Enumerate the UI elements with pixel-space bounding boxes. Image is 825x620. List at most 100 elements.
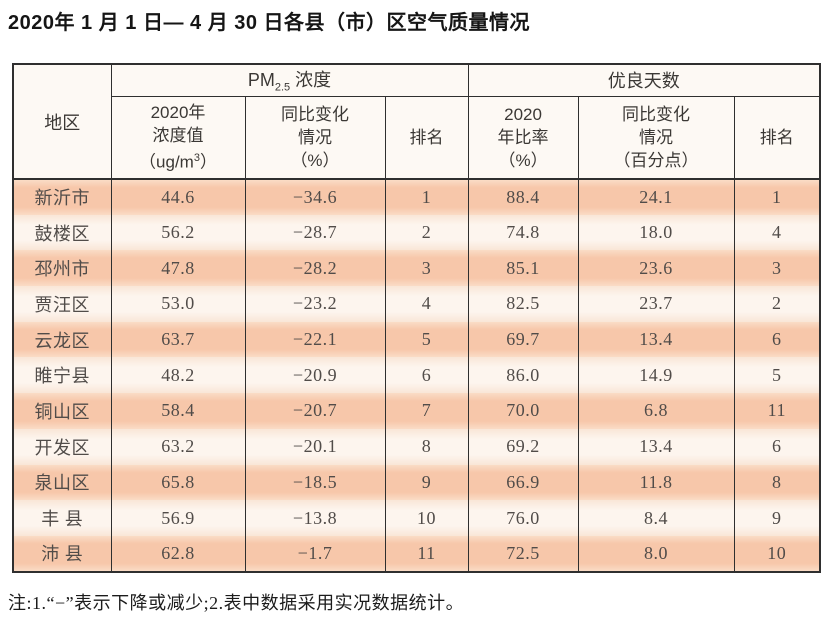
cell-pm_change: −20.7	[244, 393, 386, 429]
cell-pm_value: 62.8	[110, 535, 246, 572]
cell-pm_rank: 4	[384, 286, 469, 322]
cell-region: 开发区	[12, 428, 112, 465]
header-good-change-line1: 同比变化	[622, 104, 691, 124]
cell-pm_rank: 3	[384, 250, 469, 287]
cell-good_ratio: 74.8	[467, 214, 579, 251]
table-row: 贾汪区 53.0 −23.2 4 82.5 23.7 2	[12, 286, 821, 322]
cell-good_rank: 5	[733, 357, 821, 394]
cell-pm_change: −22.1	[244, 321, 386, 358]
cell-pm_value: 56.9	[110, 500, 246, 536]
cell-pm_change: −13.8	[244, 500, 386, 536]
header-group-gooddays: 优良天数	[467, 64, 821, 97]
cell-pm_change: −20.9	[244, 357, 386, 394]
header-pm-change-line1: 同比变化	[281, 104, 349, 124]
cell-region: 铜山区	[12, 393, 112, 429]
cell-region: 鼓楼区	[12, 214, 112, 251]
cell-pm_rank: 2	[384, 214, 469, 251]
cell-good_rank: 6	[733, 428, 821, 465]
cell-pm_rank: 7	[384, 393, 469, 429]
table-row: 开发区 63.2 −20.1 8 69.2 13.4 6	[12, 428, 821, 465]
header-good-rank: 排名	[733, 96, 821, 180]
header-good-change-line3: （百分点）	[613, 150, 699, 170]
header-group-pm25: PM2.5 浓度	[110, 64, 469, 97]
cell-good_change: 23.6	[577, 250, 735, 287]
cell-good_rank: 8	[733, 464, 821, 501]
pm25-prefix: PM	[247, 70, 275, 91]
header-good-change: 同比变化 情况 （百分点）	[577, 96, 735, 180]
cell-good_change: 13.4	[577, 321, 735, 358]
table-row: 睢宁县 48.2 −20.9 6 86.0 14.9 5	[12, 357, 821, 394]
header-pm-value: 2020年 浓度值 （ug/m3）	[110, 96, 246, 180]
cell-pm_value: 44.6	[110, 179, 246, 215]
cell-pm_value: 63.2	[110, 428, 246, 465]
cell-region: 沛 县	[12, 535, 112, 572]
cell-good_change: 11.8	[577, 464, 735, 501]
cell-good_ratio: 66.9	[467, 464, 579, 501]
pm25-subscript: 2.5	[274, 82, 291, 95]
cell-pm_value: 65.8	[110, 464, 246, 501]
cell-good_change: 8.0	[577, 535, 735, 572]
cell-good_ratio: 69.7	[467, 321, 579, 358]
cell-good_ratio: 76.0	[467, 500, 579, 536]
air-quality-table: 地区 PM2.5 浓度 优良天数 2020年 浓度值 （ug/m3） 同比变化 …	[12, 63, 822, 573]
cell-good_rank: 10	[733, 535, 821, 572]
cell-good_ratio: 70.0	[467, 393, 579, 429]
header-pm-value-line3: （ug/m3）	[139, 151, 217, 172]
cell-pm_change: −23.2	[244, 286, 386, 322]
cell-pm_rank: 10	[384, 500, 469, 536]
footnote: 注:1.“−”表示下降或减少;2.表中数据采用实况数据统计。	[8, 592, 465, 613]
cell-good_ratio: 72.5	[467, 535, 579, 572]
cell-pm_value: 48.2	[110, 357, 246, 394]
cell-good_ratio: 85.1	[467, 250, 579, 287]
cell-pm_change: −20.1	[244, 428, 386, 465]
cell-pm_rank: 11	[384, 535, 469, 572]
header-good-change-line2: 情况	[639, 127, 674, 147]
cell-pm_value: 47.8	[110, 250, 246, 287]
cell-pm_value: 56.2	[110, 214, 246, 251]
pm25-suffix: 浓度	[290, 70, 332, 91]
cell-good_rank: 9	[733, 500, 821, 536]
header-region: 地区	[12, 64, 112, 180]
cell-good_ratio: 88.4	[467, 179, 579, 215]
table-row: 云龙区 63.7 −22.1 5 69.7 13.4 6	[12, 321, 821, 358]
cell-pm_rank: 1	[384, 179, 469, 215]
cell-pm_rank: 5	[384, 321, 469, 358]
header-good-ratio-line1: 2020	[504, 104, 542, 124]
header-good-ratio: 2020 年比率 （%）	[467, 96, 579, 180]
cell-good_change: 6.8	[577, 393, 735, 429]
cell-good_change: 14.9	[577, 357, 735, 394]
cell-region: 泉山区	[12, 464, 112, 501]
cell-good_ratio: 69.2	[467, 428, 579, 465]
cell-region: 新沂市	[12, 179, 112, 215]
cell-good_rank: 2	[733, 286, 821, 322]
cell-pm_change: −18.5	[244, 464, 386, 501]
cell-pm_value: 53.0	[110, 286, 246, 322]
table-row: 泉山区 65.8 −18.5 9 66.9 11.8 8	[12, 464, 821, 501]
table-row: 沛 县 62.8 −1.7 11 72.5 8.0 10	[12, 535, 821, 572]
table-row: 丰 县 56.9 −13.8 10 76.0 8.4 9	[12, 500, 821, 536]
cell-pm_change: −34.6	[244, 179, 386, 215]
table-row: 邳州市 47.8 −28.2 3 85.1 23.6 3	[12, 250, 821, 287]
cell-pm_rank: 6	[384, 357, 469, 394]
cell-good_change: 18.0	[577, 214, 735, 251]
cell-good_change: 13.4	[577, 428, 735, 465]
header-pm-rank: 排名	[384, 96, 469, 180]
cell-good_ratio: 82.5	[467, 286, 579, 322]
table-row: 新沂市 44.6 −34.6 1 88.4 24.1 1	[12, 179, 821, 215]
cell-good_rank: 3	[733, 250, 821, 287]
cell-good_change: 24.1	[577, 179, 735, 215]
cell-pm_change: −1.7	[244, 535, 386, 572]
header-pm-change-line2: 情况	[298, 127, 332, 147]
header-group-row: 地区 PM2.5 浓度 优良天数	[12, 64, 821, 180]
table-row: 鼓楼区 56.2 −28.7 2 74.8 18.0 4	[12, 214, 821, 251]
cell-pm_change: −28.2	[244, 250, 386, 287]
page-title: 2020年 1 月 1 日— 4 月 30 日各县（市）区空气质量情况	[8, 12, 531, 34]
header-pm-change-line3: （%）	[290, 150, 340, 170]
table-body: 新沂市 44.6 −34.6 1 88.4 24.1 1 鼓楼区 56.2 −28.7 2 74.8 1…	[12, 179, 821, 572]
cell-good_rank: 1	[733, 179, 821, 215]
cell-good_change: 23.7	[577, 286, 735, 322]
cell-good_change: 8.4	[577, 500, 735, 536]
table-row: 铜山区 58.4 −20.7 7 70.0 6.8 11	[12, 393, 821, 429]
cell-pm_rank: 8	[384, 428, 469, 465]
